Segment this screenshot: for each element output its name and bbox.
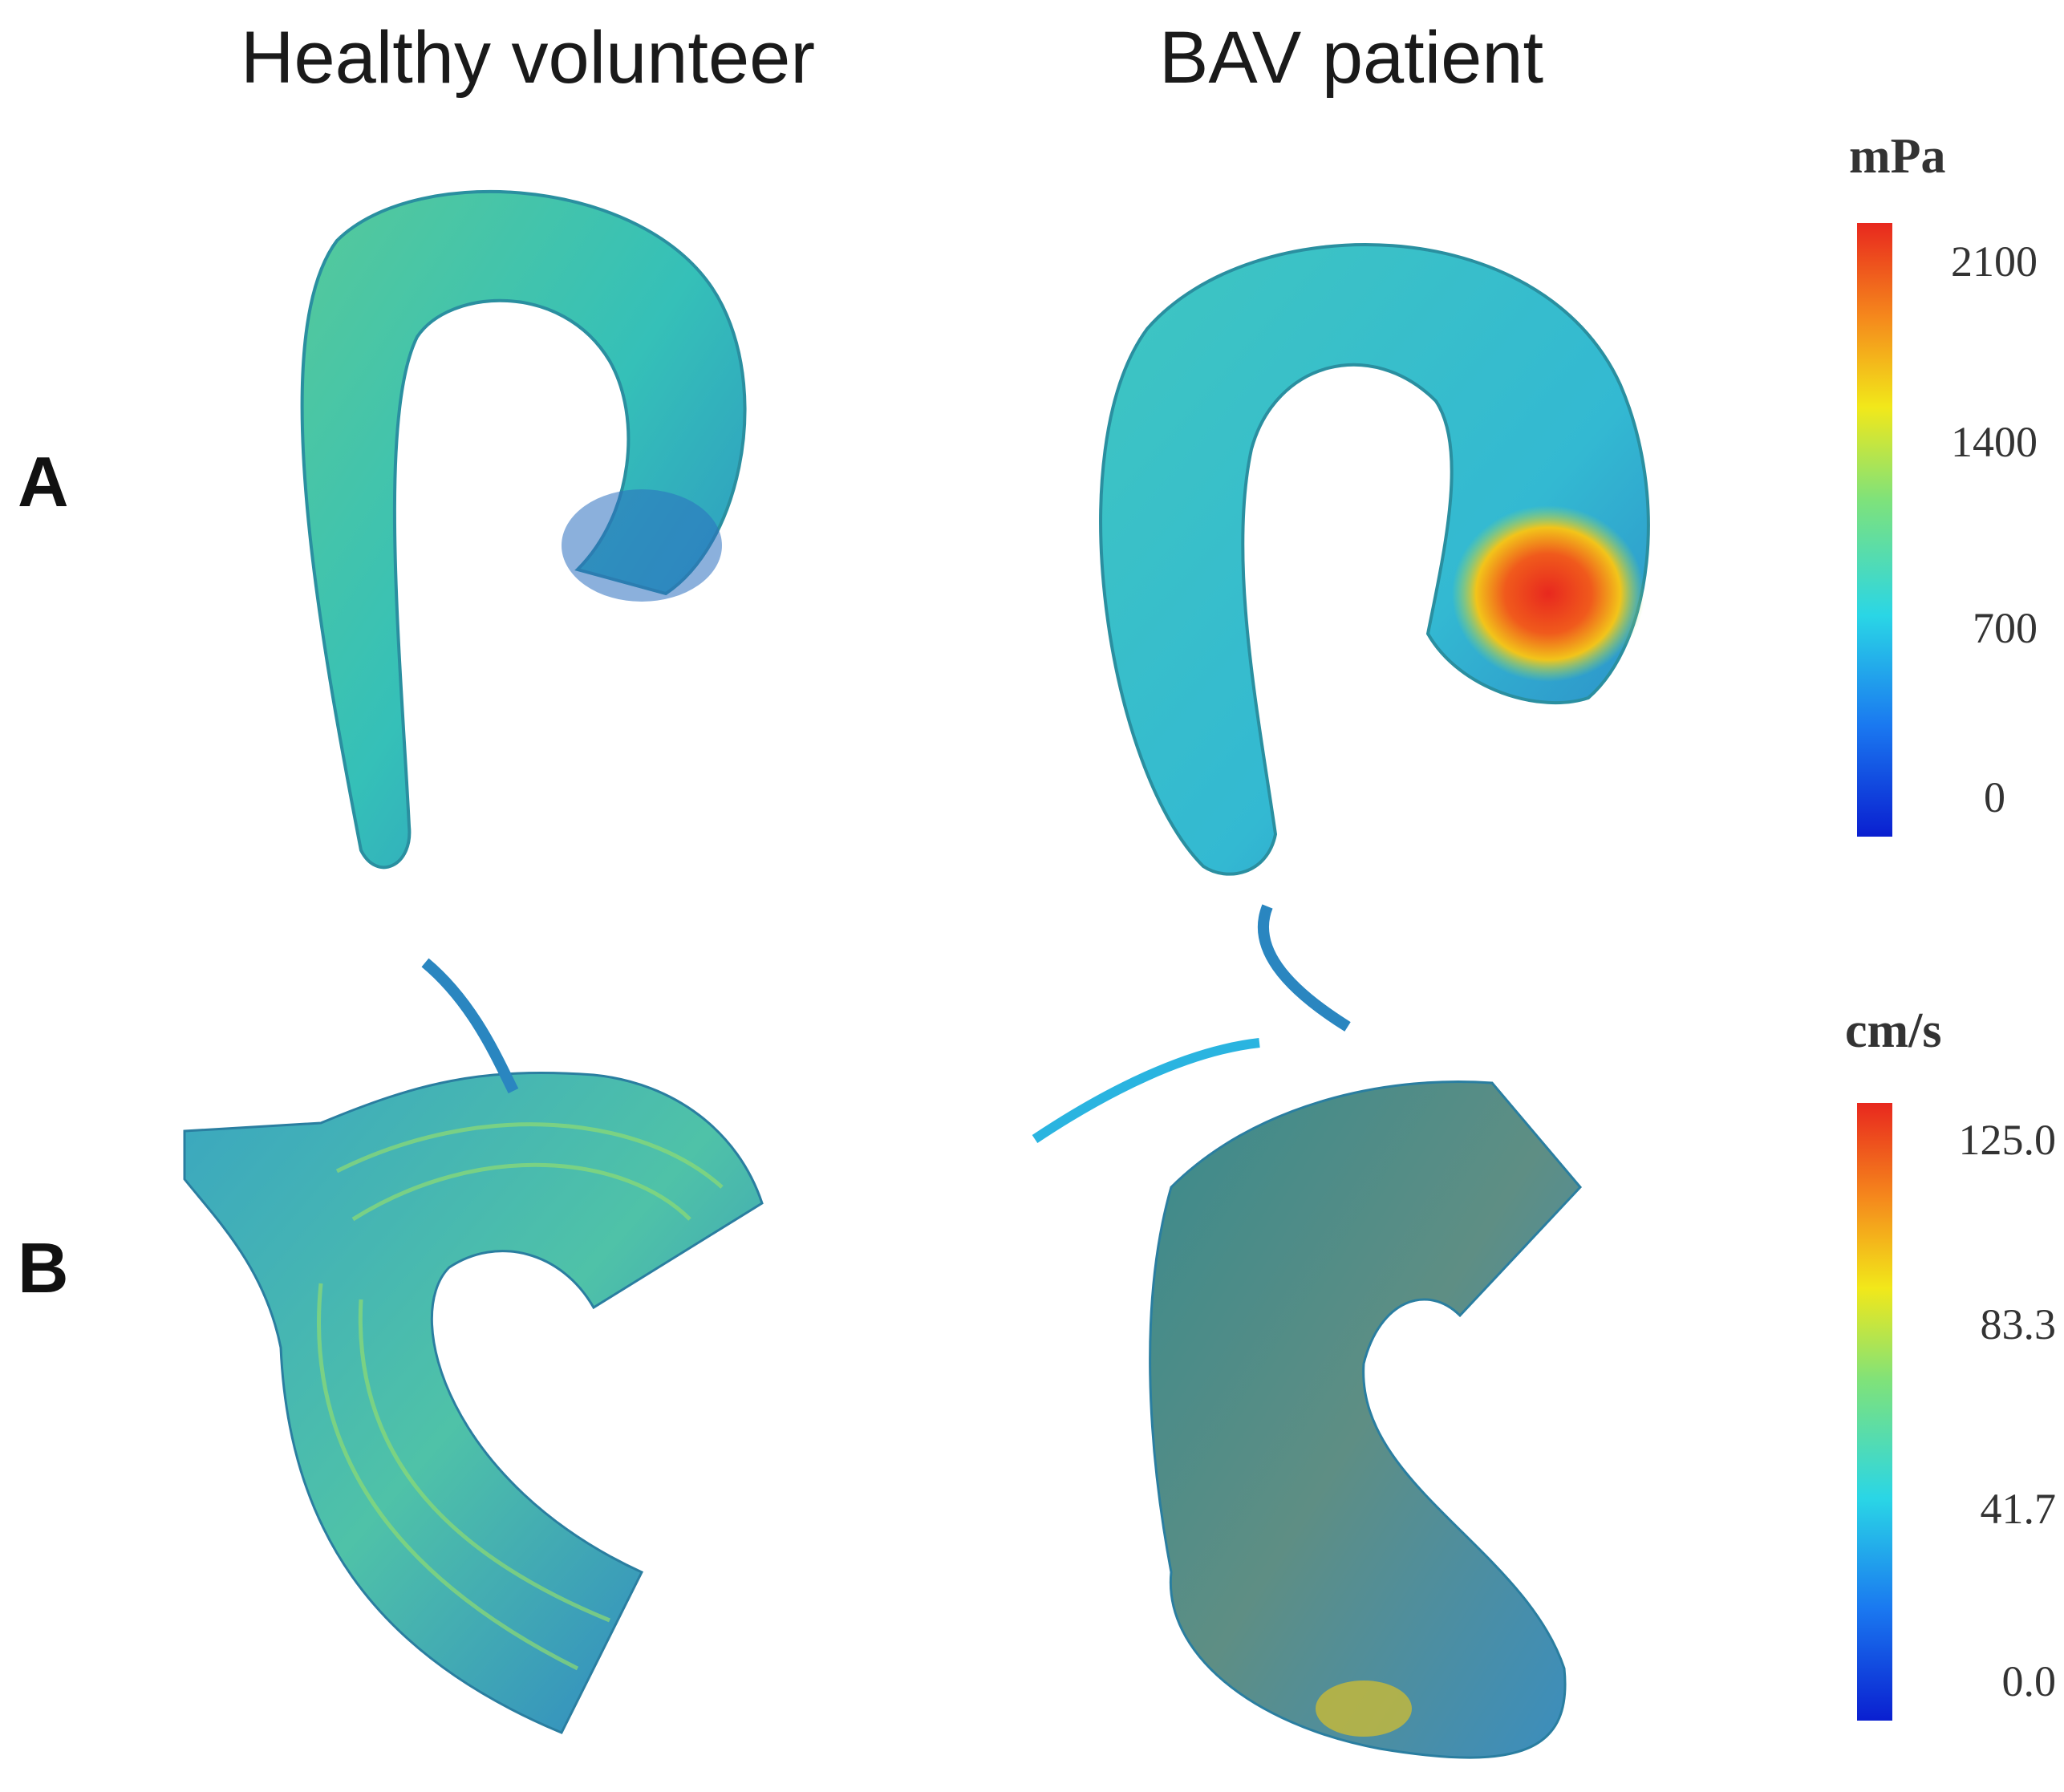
colorbar-wss-tick: 1400 (1951, 418, 2038, 466)
flow-healthy-velocity (183, 958, 764, 1734)
aorta-bav-wss (1099, 243, 1650, 876)
colorbar-velocity-tick: 83.3 (1980, 1300, 2057, 1348)
colorbar-wss-unit: mPa (1849, 129, 1946, 184)
colorbar-velocity-tick: 41.7 (1980, 1485, 2057, 1533)
colorbar-wss-tick: 0 (1984, 773, 2005, 821)
row-label-b: B (18, 1228, 69, 1308)
row-label-a: A (18, 442, 69, 521)
colorbar-velocity (1857, 1103, 1892, 1721)
colorbar-wss (1857, 223, 1892, 837)
colorbar-wss-tick: 2100 (1951, 237, 2038, 286)
colorbar-velocity-tick: 125.0 (1958, 1116, 2057, 1164)
column-title-healthy: Healthy volunteer (241, 17, 815, 99)
colorbar-velocity-unit: cm/s (1845, 1003, 1942, 1058)
flow-bav-velocity (1032, 904, 1583, 1759)
colorbar-wss-tick: 700 (1973, 604, 2038, 652)
colorbar-velocity-tick: 0.0 (2001, 1657, 2057, 1705)
aorta-healthy-wss (300, 189, 747, 870)
column-title-bav: BAV patient (1159, 17, 1544, 99)
